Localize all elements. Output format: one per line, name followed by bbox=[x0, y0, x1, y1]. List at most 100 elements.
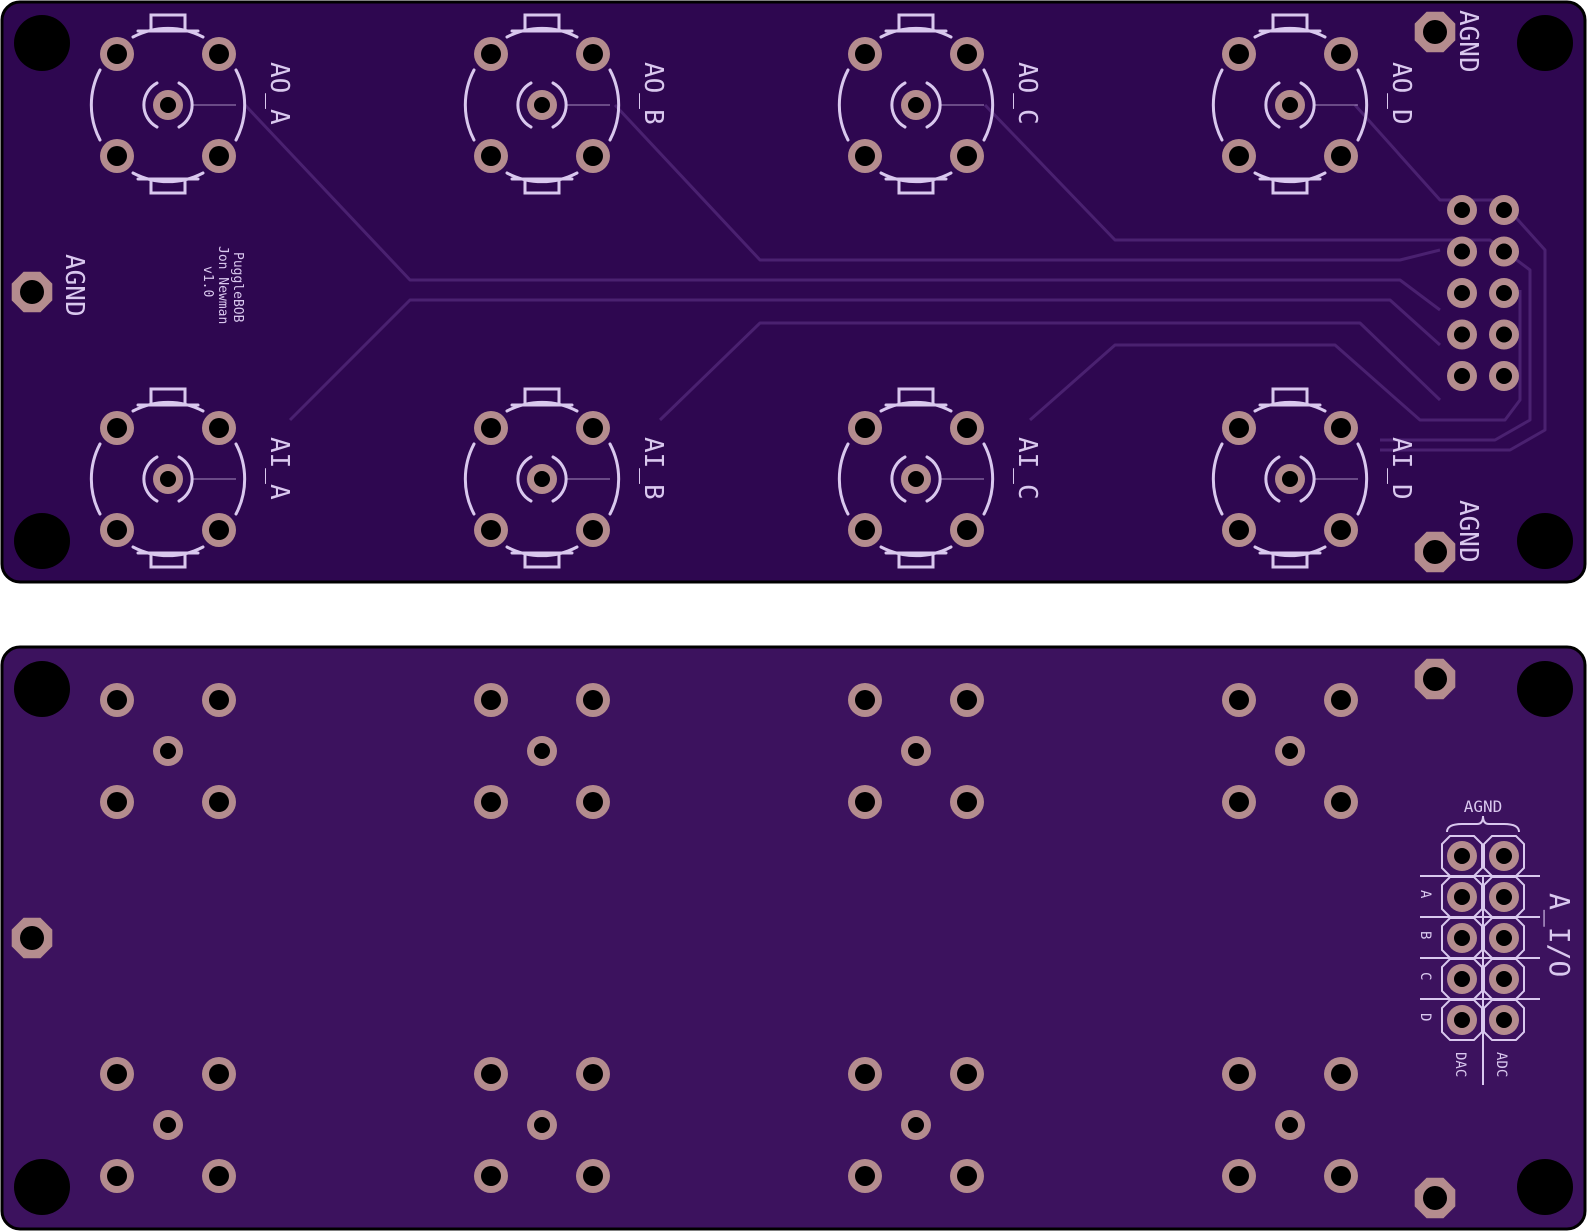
drill-hole bbox=[1331, 146, 1351, 166]
mounting-hole bbox=[14, 15, 70, 71]
channel-label-c: C bbox=[1417, 972, 1433, 980]
bnc-outline-arc bbox=[879, 545, 953, 558]
channel-label-a: A bbox=[1417, 890, 1433, 899]
drill-hole bbox=[1496, 243, 1512, 260]
bnc-outline-arc bbox=[982, 442, 995, 516]
mounting-hole bbox=[14, 1159, 70, 1215]
drill-hole bbox=[1454, 243, 1470, 260]
drill-hole bbox=[20, 280, 44, 304]
drill-hole bbox=[1423, 20, 1447, 44]
drill-hole bbox=[957, 1166, 977, 1186]
drill-hole bbox=[1229, 1064, 1249, 1084]
mounting-hole bbox=[1517, 661, 1573, 717]
bnc-tab bbox=[523, 177, 561, 195]
top-header-pins bbox=[1447, 195, 1519, 391]
drill-hole bbox=[481, 418, 501, 438]
drill-hole bbox=[1331, 44, 1351, 64]
bnc-connector bbox=[463, 387, 621, 569]
bnc-outline-arc bbox=[837, 442, 850, 516]
drill-hole bbox=[583, 520, 603, 540]
trace-ao-c bbox=[983, 103, 1532, 442]
bnc-outline-arc bbox=[234, 68, 247, 142]
drill-hole bbox=[957, 792, 977, 812]
bnc-outline-arc bbox=[131, 171, 205, 184]
bnc-tab bbox=[897, 13, 935, 33]
bnc-connector bbox=[89, 13, 247, 195]
bnc-outline-arc bbox=[505, 545, 579, 558]
agnd-pad bbox=[11, 271, 53, 313]
drill-hole bbox=[1423, 1186, 1447, 1210]
drill-hole bbox=[209, 690, 229, 710]
drill-hole bbox=[1496, 848, 1512, 864]
drill-hole bbox=[209, 1064, 229, 1084]
bnc-tab bbox=[897, 177, 935, 195]
bnc-tab bbox=[1271, 551, 1309, 569]
bnc-outline-arc bbox=[131, 545, 205, 558]
drill-hole bbox=[1454, 202, 1470, 218]
bnc-tab bbox=[149, 551, 187, 569]
drill-hole bbox=[209, 1166, 229, 1186]
bnc-outline-arc bbox=[837, 68, 850, 142]
drill-hole bbox=[583, 44, 603, 64]
drill-hole bbox=[481, 690, 501, 710]
bnc-footprint bbox=[848, 683, 984, 819]
header-title: A_I/O bbox=[1542, 893, 1576, 977]
bnc-outline-arc bbox=[1253, 400, 1327, 413]
bnc-outline-arc bbox=[89, 442, 102, 516]
bnc-outline-arc bbox=[463, 68, 476, 142]
drill-hole bbox=[107, 520, 127, 540]
bnc-outline-arc bbox=[608, 68, 621, 142]
drill-hole bbox=[209, 418, 229, 438]
drill-hole bbox=[1229, 690, 1249, 710]
bnc-inner-arc bbox=[890, 81, 907, 129]
drill-hole bbox=[583, 1064, 603, 1084]
bnc-inner-arc bbox=[177, 455, 194, 503]
bnc-outline-arc bbox=[131, 400, 205, 413]
board-top-outline bbox=[0, 0, 1587, 584]
output-label-a: AO_A bbox=[264, 62, 294, 125]
bnc-outline-arc bbox=[1253, 545, 1327, 558]
drill-hole bbox=[107, 146, 127, 166]
bnc-inner-arc bbox=[925, 81, 942, 129]
drill-hole bbox=[957, 520, 977, 540]
channel-label-b: B bbox=[1417, 931, 1433, 939]
drill-hole bbox=[1331, 690, 1351, 710]
drill-hole bbox=[1229, 44, 1249, 64]
drill-hole bbox=[1423, 667, 1447, 691]
drill-hole bbox=[1282, 471, 1298, 487]
bnc-inner-arc bbox=[890, 455, 907, 503]
trace-ai-a bbox=[288, 298, 1442, 422]
drill-hole bbox=[1454, 889, 1470, 905]
bnc-connector bbox=[1211, 13, 1369, 195]
board-bottom-side: AGND A_I/O A B C D DAC ADC bbox=[0, 645, 1587, 1231]
bnc-inner-arc bbox=[1299, 455, 1316, 503]
drill-hole bbox=[1496, 326, 1512, 343]
drill-hole bbox=[583, 1166, 603, 1186]
mounting-hole bbox=[1517, 513, 1573, 569]
output-label-d: AO_D bbox=[1386, 62, 1416, 125]
bnc-inner-arc bbox=[1264, 81, 1281, 129]
trace-ao-b bbox=[613, 103, 1441, 262]
bnc-tab bbox=[897, 551, 935, 569]
drill-hole bbox=[957, 146, 977, 166]
drill-hole bbox=[957, 418, 977, 438]
drill-hole bbox=[957, 44, 977, 64]
header-agnd-label: AGND bbox=[1464, 797, 1503, 816]
input-label-c: AI_C bbox=[1012, 437, 1042, 500]
bnc-outline-arc bbox=[982, 68, 995, 142]
drill-hole bbox=[20, 926, 44, 950]
credit-author: Jon Newman bbox=[215, 246, 230, 324]
bnc-inner-arc bbox=[177, 81, 194, 129]
channel-label-d: D bbox=[1417, 1013, 1433, 1021]
drill-hole bbox=[583, 792, 603, 812]
drill-hole bbox=[1229, 418, 1249, 438]
drill-hole bbox=[1454, 848, 1470, 864]
bnc-outline-arc bbox=[1211, 442, 1224, 516]
bnc-inner-arc bbox=[925, 455, 942, 503]
drill-hole bbox=[1282, 97, 1298, 113]
drill-hole bbox=[1331, 792, 1351, 812]
bottom-mounting-holes bbox=[14, 661, 1573, 1215]
input-label-d: AI_D bbox=[1386, 437, 1416, 500]
agnd-pad bbox=[1414, 658, 1456, 700]
drill-hole bbox=[908, 471, 924, 487]
